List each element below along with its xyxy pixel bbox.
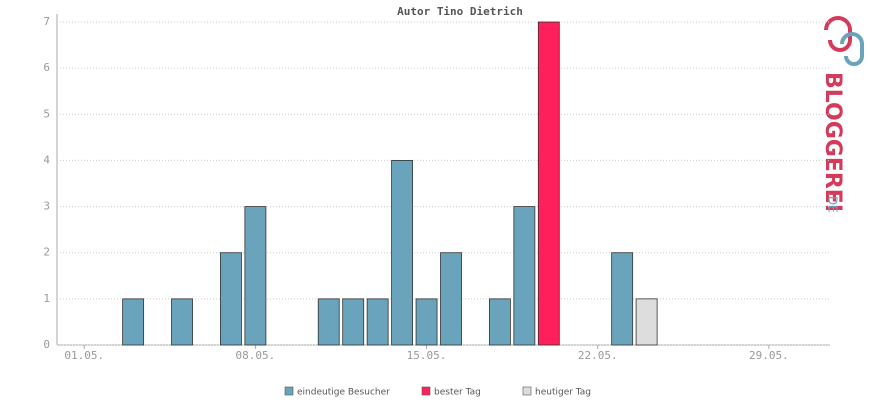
x-tick-label: 15.05. <box>407 349 447 362</box>
chart-title: Autor Tino Dietrich <box>397 5 523 18</box>
bar <box>342 298 365 346</box>
bar <box>635 298 658 346</box>
bar <box>244 206 267 346</box>
bar <box>611 252 634 346</box>
y-tick-label: 6 <box>43 61 50 74</box>
legend-swatch <box>284 386 294 396</box>
x-tick-label: 08.05. <box>236 349 276 362</box>
bar <box>220 252 242 346</box>
y-tick-label: 0 <box>43 338 50 351</box>
y-tick-label: 7 <box>43 15 50 28</box>
bar <box>366 298 389 346</box>
y-tick-label: 4 <box>43 153 50 166</box>
bar <box>122 298 145 346</box>
x-tick-label: 22.05. <box>578 349 618 362</box>
x-tick-label: 29.05. <box>749 349 789 362</box>
bar <box>440 252 462 346</box>
bar <box>488 298 511 346</box>
logo: BLOGGEREI .DE <box>820 16 864 213</box>
legend-label: eindeutige Besucher <box>297 388 390 398</box>
legend-swatch <box>522 386 532 396</box>
bar <box>415 298 438 346</box>
bar <box>537 21 560 346</box>
legend-label: heutiger Tag <box>535 388 591 398</box>
bar <box>513 206 536 346</box>
y-tick-label: 5 <box>43 107 50 120</box>
logo-suffix: .DE <box>826 192 840 213</box>
x-tick-label: 01.05. <box>64 349 104 362</box>
legend-swatch <box>421 386 431 396</box>
y-tick-label: 1 <box>43 292 50 305</box>
logo-name: BLOGGEREI <box>820 72 845 212</box>
y-tick-label: 3 <box>43 200 50 213</box>
bar <box>391 160 414 346</box>
bar <box>171 298 193 346</box>
y-tick-label: 2 <box>43 246 50 259</box>
legend-label: bester Tag <box>434 388 481 398</box>
bar <box>317 298 340 346</box>
